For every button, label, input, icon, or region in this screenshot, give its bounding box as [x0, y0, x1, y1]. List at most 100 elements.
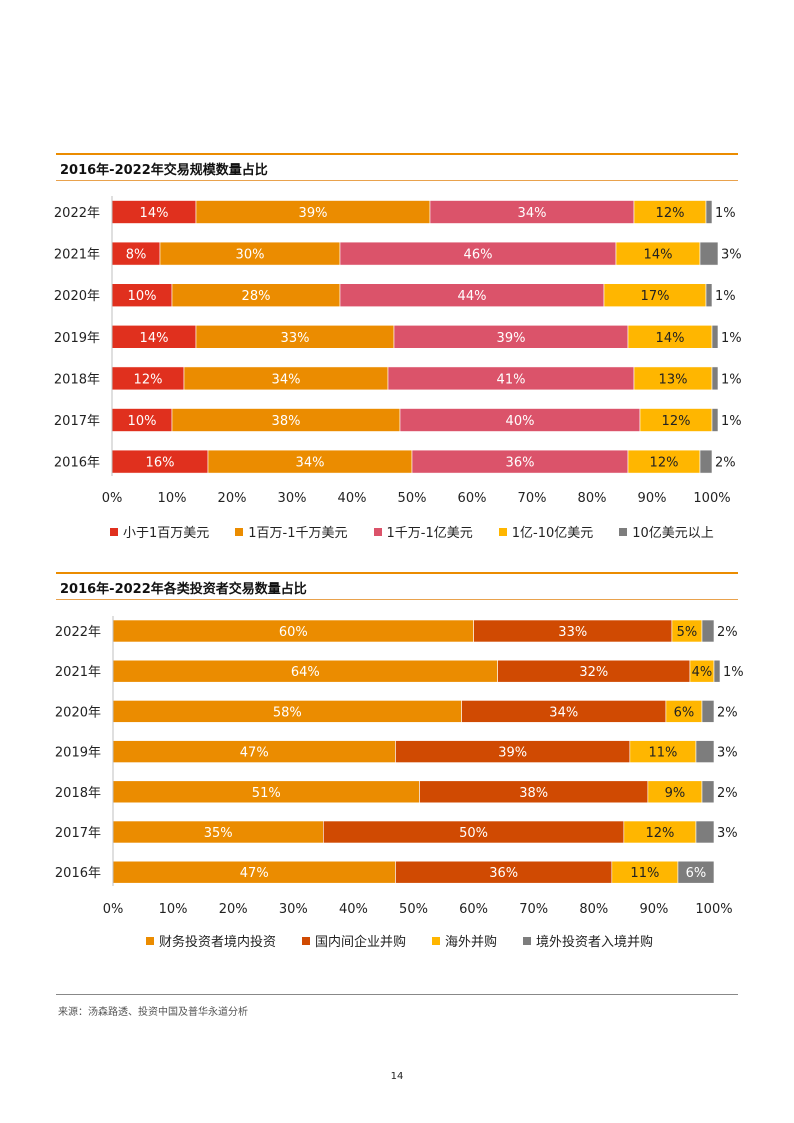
data-label: 6%	[686, 866, 707, 881]
data-label: 1%	[715, 289, 736, 304]
data-label: 14%	[656, 331, 685, 346]
x-tick-label: 30%	[278, 491, 307, 506]
data-label: 9%	[665, 786, 686, 801]
bar-segment	[699, 241, 719, 266]
page-number: 14	[390, 1071, 404, 1082]
x-tick-label: 20%	[219, 902, 248, 917]
data-label: 17%	[641, 289, 670, 304]
data-label: 36%	[489, 866, 518, 881]
legend-item: 1千万-1亿美元	[373, 522, 473, 541]
data-label: 10%	[128, 414, 157, 429]
chart-title: 2016年-2022年各类投资者交易数量占比	[60, 582, 307, 597]
legend-swatch	[432, 936, 441, 945]
title-rule	[56, 572, 738, 574]
data-label: 1%	[715, 206, 736, 221]
legend-label: 1千万-1亿美元	[386, 526, 473, 541]
data-label: 50%	[459, 826, 488, 841]
x-tick-label: 50%	[398, 491, 427, 506]
data-label: 3%	[721, 248, 742, 263]
data-label: 38%	[519, 786, 548, 801]
data-label: 30%	[236, 248, 265, 263]
legend-swatch	[235, 527, 244, 536]
bar-segment	[711, 325, 719, 349]
bar-segment	[711, 408, 719, 432]
data-label: 6%	[674, 705, 695, 720]
category-label: 2018年	[55, 786, 101, 801]
bar-segment	[701, 700, 715, 723]
x-tick-label: 60%	[458, 491, 487, 506]
x-tick-label: 90%	[638, 491, 667, 506]
x-tick-label: 80%	[579, 902, 608, 917]
legend-label: 国内间企业并购	[315, 935, 407, 950]
data-label: 58%	[273, 705, 302, 720]
data-label: 12%	[662, 414, 691, 429]
data-label: 10%	[128, 289, 157, 304]
data-label: 39%	[498, 746, 527, 761]
data-label: 32%	[579, 665, 608, 680]
data-label: 47%	[240, 866, 269, 881]
data-label: 11%	[648, 746, 677, 761]
legend-swatch	[302, 936, 311, 945]
source-rule	[56, 994, 738, 995]
title-underline	[56, 599, 738, 600]
legend-item: 国内间企业并购	[302, 931, 406, 950]
legend-label: 小于1百万美元	[123, 526, 210, 541]
data-label: 4%	[692, 665, 713, 680]
legend-item: 海外并购	[432, 931, 497, 950]
x-tick-label: 70%	[519, 902, 548, 917]
bar-segment	[701, 619, 715, 643]
data-label: 2%	[717, 625, 738, 640]
category-label: 2016年	[54, 456, 100, 471]
legend-item: 1亿-10亿美元	[498, 522, 594, 541]
x-tick-label: 10%	[158, 491, 187, 506]
bar-segment	[701, 780, 715, 804]
data-label: 41%	[497, 372, 526, 387]
category-label: 2022年	[54, 206, 100, 221]
bar-segment	[711, 366, 719, 391]
x-tick-label: 30%	[279, 902, 308, 917]
legend-item: 境外投资者入境并购	[523, 931, 653, 950]
chart-title: 2016年-2022年交易规模数量占比	[60, 163, 268, 178]
legend-swatch	[110, 527, 118, 536]
category-label: 2019年	[55, 746, 101, 761]
legend-label: 海外并购	[445, 935, 498, 950]
category-label: 2021年	[54, 248, 100, 263]
data-label: 35%	[204, 826, 233, 841]
data-label: 12%	[645, 826, 674, 841]
data-label: 2%	[715, 456, 736, 471]
x-tick-label: 70%	[518, 491, 547, 506]
legend: 财务投资者境内投资 国内间企业并购 海外并购 境外投资者入境并购	[146, 931, 653, 950]
legend-item: 小于1百万美元	[110, 522, 209, 541]
bar-segment	[705, 200, 713, 224]
x-tick-label: 40%	[338, 491, 367, 506]
legend-label: 财务投资者境内投资	[159, 935, 277, 950]
data-label: 1%	[721, 372, 742, 387]
x-tick-label: 0%	[103, 902, 124, 917]
data-label: 3%	[717, 746, 738, 761]
x-tick-label: 60%	[459, 902, 488, 917]
data-label: 33%	[558, 625, 587, 640]
legend-swatch	[146, 936, 154, 945]
data-label: 12%	[656, 206, 685, 221]
data-label: 47%	[240, 746, 269, 761]
category-label: 2017年	[55, 826, 101, 841]
data-label: 1%	[721, 331, 742, 346]
bar-segment	[695, 820, 715, 844]
data-label: 12%	[650, 456, 679, 471]
title-underline	[56, 180, 738, 181]
data-label: 46%	[464, 248, 493, 263]
legend-label: 10亿美元以上	[632, 526, 714, 541]
data-label: 13%	[659, 372, 688, 387]
bar-segment	[705, 283, 713, 307]
x-tick-label: 10%	[159, 902, 188, 917]
x-tick-label: 80%	[578, 491, 607, 506]
category-label: 2017年	[54, 414, 100, 429]
data-label: 3%	[717, 826, 738, 841]
data-label: 34%	[549, 705, 578, 720]
data-label: 11%	[630, 866, 659, 881]
data-label: 60%	[279, 625, 308, 640]
legend-label: 境外投资者入境并购	[536, 935, 654, 950]
category-label: 2016年	[55, 866, 101, 881]
data-label: 40%	[506, 414, 535, 429]
legend-label: 1亿-10亿美元	[511, 526, 594, 541]
